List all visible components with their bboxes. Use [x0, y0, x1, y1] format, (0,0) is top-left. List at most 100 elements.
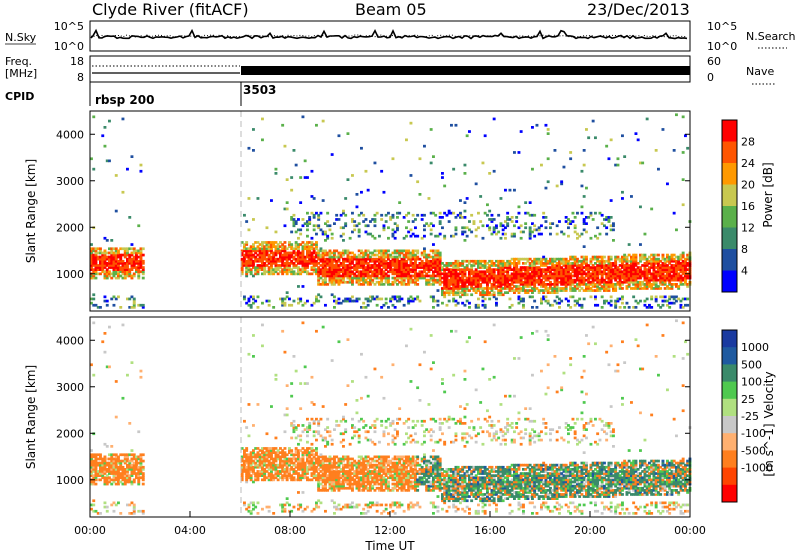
date-title: 23/Dec/2013 — [587, 0, 690, 19]
power-cell — [594, 266, 597, 269]
power-cell — [513, 266, 516, 269]
power-cell — [265, 243, 269, 246]
power-cell — [319, 276, 323, 280]
velocity-cell — [117, 459, 120, 463]
velocity-cell — [292, 428, 296, 431]
power-cell — [360, 146, 363, 150]
velocity-cell — [130, 470, 134, 473]
velocity-cell — [328, 434, 332, 438]
velocity-cell — [132, 465, 136, 469]
power-cell — [470, 280, 474, 284]
power-cell — [344, 299, 348, 303]
velocity-cell — [114, 459, 118, 463]
power-cell — [477, 270, 480, 274]
power-cell — [596, 287, 600, 290]
power-cell — [666, 278, 669, 282]
power-cell — [598, 287, 602, 290]
power-cell — [589, 262, 593, 265]
power-cell — [479, 270, 483, 274]
power-cell — [657, 285, 660, 288]
power-cell — [281, 262, 285, 265]
power-cell — [373, 224, 377, 228]
power-cell — [654, 149, 658, 152]
power-cell — [308, 241, 312, 244]
power-cell — [333, 278, 336, 282]
power-cell — [434, 213, 438, 217]
power-cell — [92, 259, 96, 263]
power-cell — [267, 303, 271, 307]
velocity-cell — [94, 468, 98, 471]
power-cell — [645, 262, 649, 265]
power-cell — [371, 257, 375, 261]
power-cell — [616, 276, 620, 280]
power-cell — [522, 274, 525, 278]
power-cell — [369, 232, 372, 236]
velocity-cell — [292, 355, 296, 358]
power-cell — [99, 272, 102, 276]
velocity-cell — [261, 453, 264, 457]
velocity-cell — [281, 468, 285, 471]
power-cell — [519, 230, 523, 234]
power-cell — [501, 283, 505, 286]
power-cell — [357, 262, 361, 265]
power-cell — [645, 270, 649, 274]
power-cell — [596, 278, 600, 282]
power-cell — [297, 285, 300, 288]
power-cell — [499, 224, 503, 228]
power-cell — [396, 257, 399, 261]
power-cell — [436, 299, 440, 303]
velocity-cell — [243, 453, 246, 457]
power-cell — [112, 257, 116, 261]
power-cell — [297, 266, 300, 269]
power-cell — [362, 270, 366, 274]
power-cell — [429, 268, 433, 271]
power-cell — [627, 268, 631, 271]
velocity-cell — [245, 447, 249, 450]
velocity-cell — [303, 507, 307, 511]
velocity-cell — [272, 465, 276, 469]
power-cell — [398, 201, 402, 204]
power-cell — [582, 228, 586, 232]
power-cell — [447, 285, 451, 288]
velocity-cell — [339, 432, 343, 436]
power-cell — [92, 115, 96, 119]
velocity-cell — [346, 486, 350, 490]
power-cell — [537, 262, 541, 265]
power-cell — [283, 255, 287, 259]
power-cell — [319, 259, 323, 263]
velocity-cell — [333, 455, 336, 459]
velocity-cell — [290, 474, 294, 477]
power-cell — [650, 297, 654, 301]
power-cell — [603, 285, 606, 288]
velocity-cell — [317, 457, 321, 461]
power-cell — [285, 264, 289, 267]
power-cell — [454, 264, 458, 267]
power-cell — [249, 268, 253, 271]
power-cell — [479, 195, 483, 198]
power-cell — [384, 253, 388, 257]
power-cell — [540, 257, 543, 261]
power-cell — [112, 295, 116, 299]
power-cell — [686, 303, 690, 307]
velocity-cell — [139, 509, 143, 513]
power-cell — [614, 264, 618, 267]
power-cell — [456, 283, 460, 286]
power-cell — [501, 276, 505, 280]
velocity-cell — [324, 489, 327, 492]
velocity-cell — [119, 480, 123, 484]
power-cell — [481, 270, 485, 274]
power-cell — [600, 276, 604, 280]
velocity-cell — [310, 375, 314, 379]
power-cell — [672, 283, 676, 286]
power-cell — [499, 289, 503, 292]
velocity-cell — [117, 461, 120, 465]
power-cell — [380, 276, 384, 280]
power-cell — [609, 270, 613, 274]
power-cell — [270, 255, 273, 259]
power-cell — [436, 278, 440, 282]
power-cell — [472, 264, 476, 267]
power-cell — [315, 272, 318, 276]
power-cell — [303, 262, 307, 265]
power-cell — [348, 270, 352, 274]
power-cell — [416, 266, 420, 269]
